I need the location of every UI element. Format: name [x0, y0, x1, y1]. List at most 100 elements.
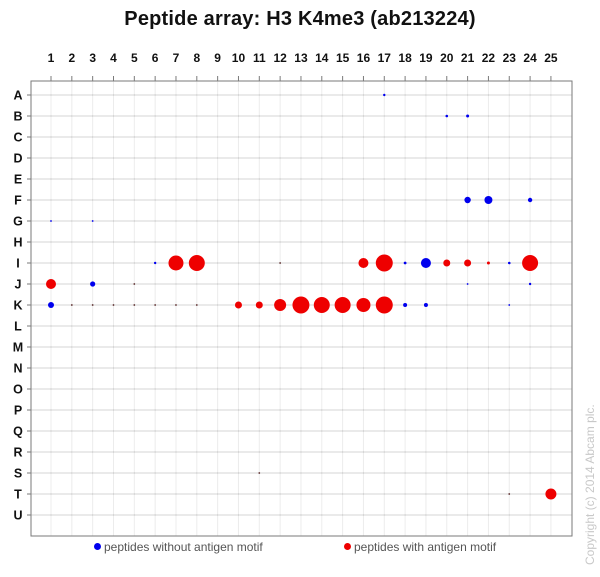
faint-mark — [508, 493, 511, 495]
data-point — [486, 261, 490, 265]
faint-mark — [133, 283, 136, 285]
row-label: R — [13, 446, 22, 460]
row-label: Q — [13, 425, 23, 439]
column-label: 22 — [482, 51, 496, 65]
column-label: 25 — [544, 51, 558, 65]
data-points — [46, 93, 557, 500]
faint-mark — [154, 304, 157, 306]
data-point — [50, 220, 52, 222]
column-label: 15 — [336, 51, 350, 65]
column-label: 9 — [214, 51, 221, 65]
data-point — [90, 281, 96, 287]
column-label: 3 — [89, 51, 96, 65]
column-label: 19 — [419, 51, 433, 65]
data-point — [292, 296, 310, 314]
row-label: I — [16, 257, 19, 271]
row-label: N — [13, 362, 22, 376]
legend-item-without-motif: peptides without antigen motif — [94, 540, 263, 554]
chart-grid — [27, 76, 572, 536]
blue-dot-icon — [94, 543, 101, 551]
column-label: 18 — [398, 51, 412, 65]
row-label: O — [13, 383, 23, 397]
faint-mark — [279, 262, 282, 264]
background-marks — [70, 262, 511, 495]
data-point — [508, 304, 511, 306]
data-point — [443, 259, 451, 267]
data-point — [358, 258, 369, 268]
data-point — [507, 261, 511, 265]
data-point — [46, 279, 56, 289]
data-point — [420, 258, 431, 268]
data-point — [168, 255, 184, 271]
data-point — [403, 303, 408, 307]
column-label: 13 — [294, 51, 308, 65]
row-label: L — [14, 320, 22, 334]
row-label: D — [13, 152, 22, 166]
column-label: 7 — [173, 51, 180, 65]
row-label: F — [14, 194, 22, 208]
data-point — [255, 301, 263, 309]
red-dot-icon — [344, 543, 351, 551]
data-point — [545, 488, 557, 500]
faint-mark — [133, 304, 136, 306]
data-point — [274, 299, 287, 311]
row-label: K — [13, 299, 22, 313]
column-label: 5 — [131, 51, 138, 65]
plot-frame — [30, 80, 573, 537]
row-label: B — [13, 110, 22, 124]
faint-mark — [258, 472, 261, 474]
data-point — [466, 114, 470, 118]
data-point — [464, 196, 471, 204]
data-point — [356, 298, 371, 312]
row-label: M — [13, 341, 23, 355]
faint-mark — [91, 304, 94, 306]
legend-item-with-motif: peptides with antigen motif — [344, 540, 496, 554]
data-point — [528, 282, 532, 286]
column-label: 1 — [48, 51, 55, 65]
data-point — [48, 302, 54, 308]
column-label: 17 — [378, 51, 392, 65]
row-label: J — [15, 278, 22, 292]
data-point — [313, 297, 330, 313]
chart-title: Peptide array: H3 K4me3 (ab213224) — [124, 8, 476, 30]
legend-label: peptides with antigen motif — [354, 540, 497, 554]
data-point — [484, 196, 493, 204]
data-point — [153, 261, 157, 265]
data-point — [91, 220, 94, 222]
data-point — [466, 283, 469, 285]
column-label: 23 — [503, 51, 517, 65]
faint-mark — [70, 304, 73, 306]
data-point — [522, 255, 539, 271]
row-label: T — [14, 488, 22, 502]
faint-mark — [175, 304, 177, 306]
data-point — [234, 301, 242, 309]
column-label: 10 — [232, 51, 246, 65]
row-label: S — [14, 467, 22, 481]
row-label: C — [13, 131, 22, 145]
column-label: 2 — [68, 51, 75, 65]
data-point — [334, 297, 351, 313]
row-label: A — [13, 89, 22, 103]
column-label: 24 — [523, 51, 537, 65]
data-point — [375, 296, 393, 314]
data-point — [464, 259, 472, 267]
column-label: 16 — [357, 51, 371, 65]
x-axis-labels: 1 2 3 4 5 6 7 8 9 10 11 12 13 14 15 16 17 18 19 20 21 22 23 24 2… — [48, 51, 558, 65]
row-label: E — [14, 173, 22, 187]
data-point — [188, 255, 205, 271]
data-point — [445, 114, 449, 118]
data-point — [527, 197, 533, 203]
row-label: H — [13, 236, 22, 250]
faint-mark — [195, 304, 198, 306]
row-label: U — [13, 509, 22, 523]
column-label: 14 — [315, 51, 329, 65]
data-point — [403, 261, 407, 265]
faint-mark — [112, 304, 115, 306]
copyright-text: Copyright (c) 2014 Abcam plc. — [583, 404, 597, 565]
column-label: 20 — [440, 51, 454, 65]
data-point — [375, 254, 393, 272]
column-label: 21 — [461, 51, 475, 65]
column-label: 6 — [152, 51, 159, 65]
